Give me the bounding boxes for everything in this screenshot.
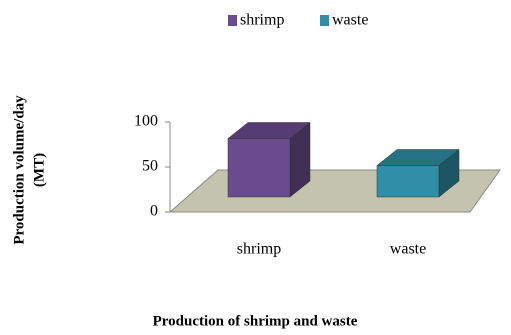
legend-swatch	[228, 15, 237, 26]
y-tick-label: 100	[134, 113, 158, 130]
y-axis-label-line: (MT)	[31, 153, 47, 187]
bar-front	[227, 138, 291, 198]
bar	[376, 148, 460, 198]
x-tick-label: shrimp	[237, 241, 281, 258]
bar-front	[376, 165, 440, 198]
bar	[227, 121, 311, 198]
y-tick-label: 50	[142, 158, 158, 175]
legend-label: shrimp	[240, 12, 284, 29]
legend-label: waste	[332, 12, 368, 29]
x-tick-label: waste	[390, 241, 426, 258]
y-axis-label-line: Production volume/day	[11, 95, 27, 245]
y-axis-label: Production volume/day (MT)	[11, 95, 47, 245]
legend-swatch	[320, 15, 329, 26]
x-axis-label: Production of shrimp and waste	[153, 313, 358, 329]
y-tick-label: 0	[150, 203, 158, 220]
